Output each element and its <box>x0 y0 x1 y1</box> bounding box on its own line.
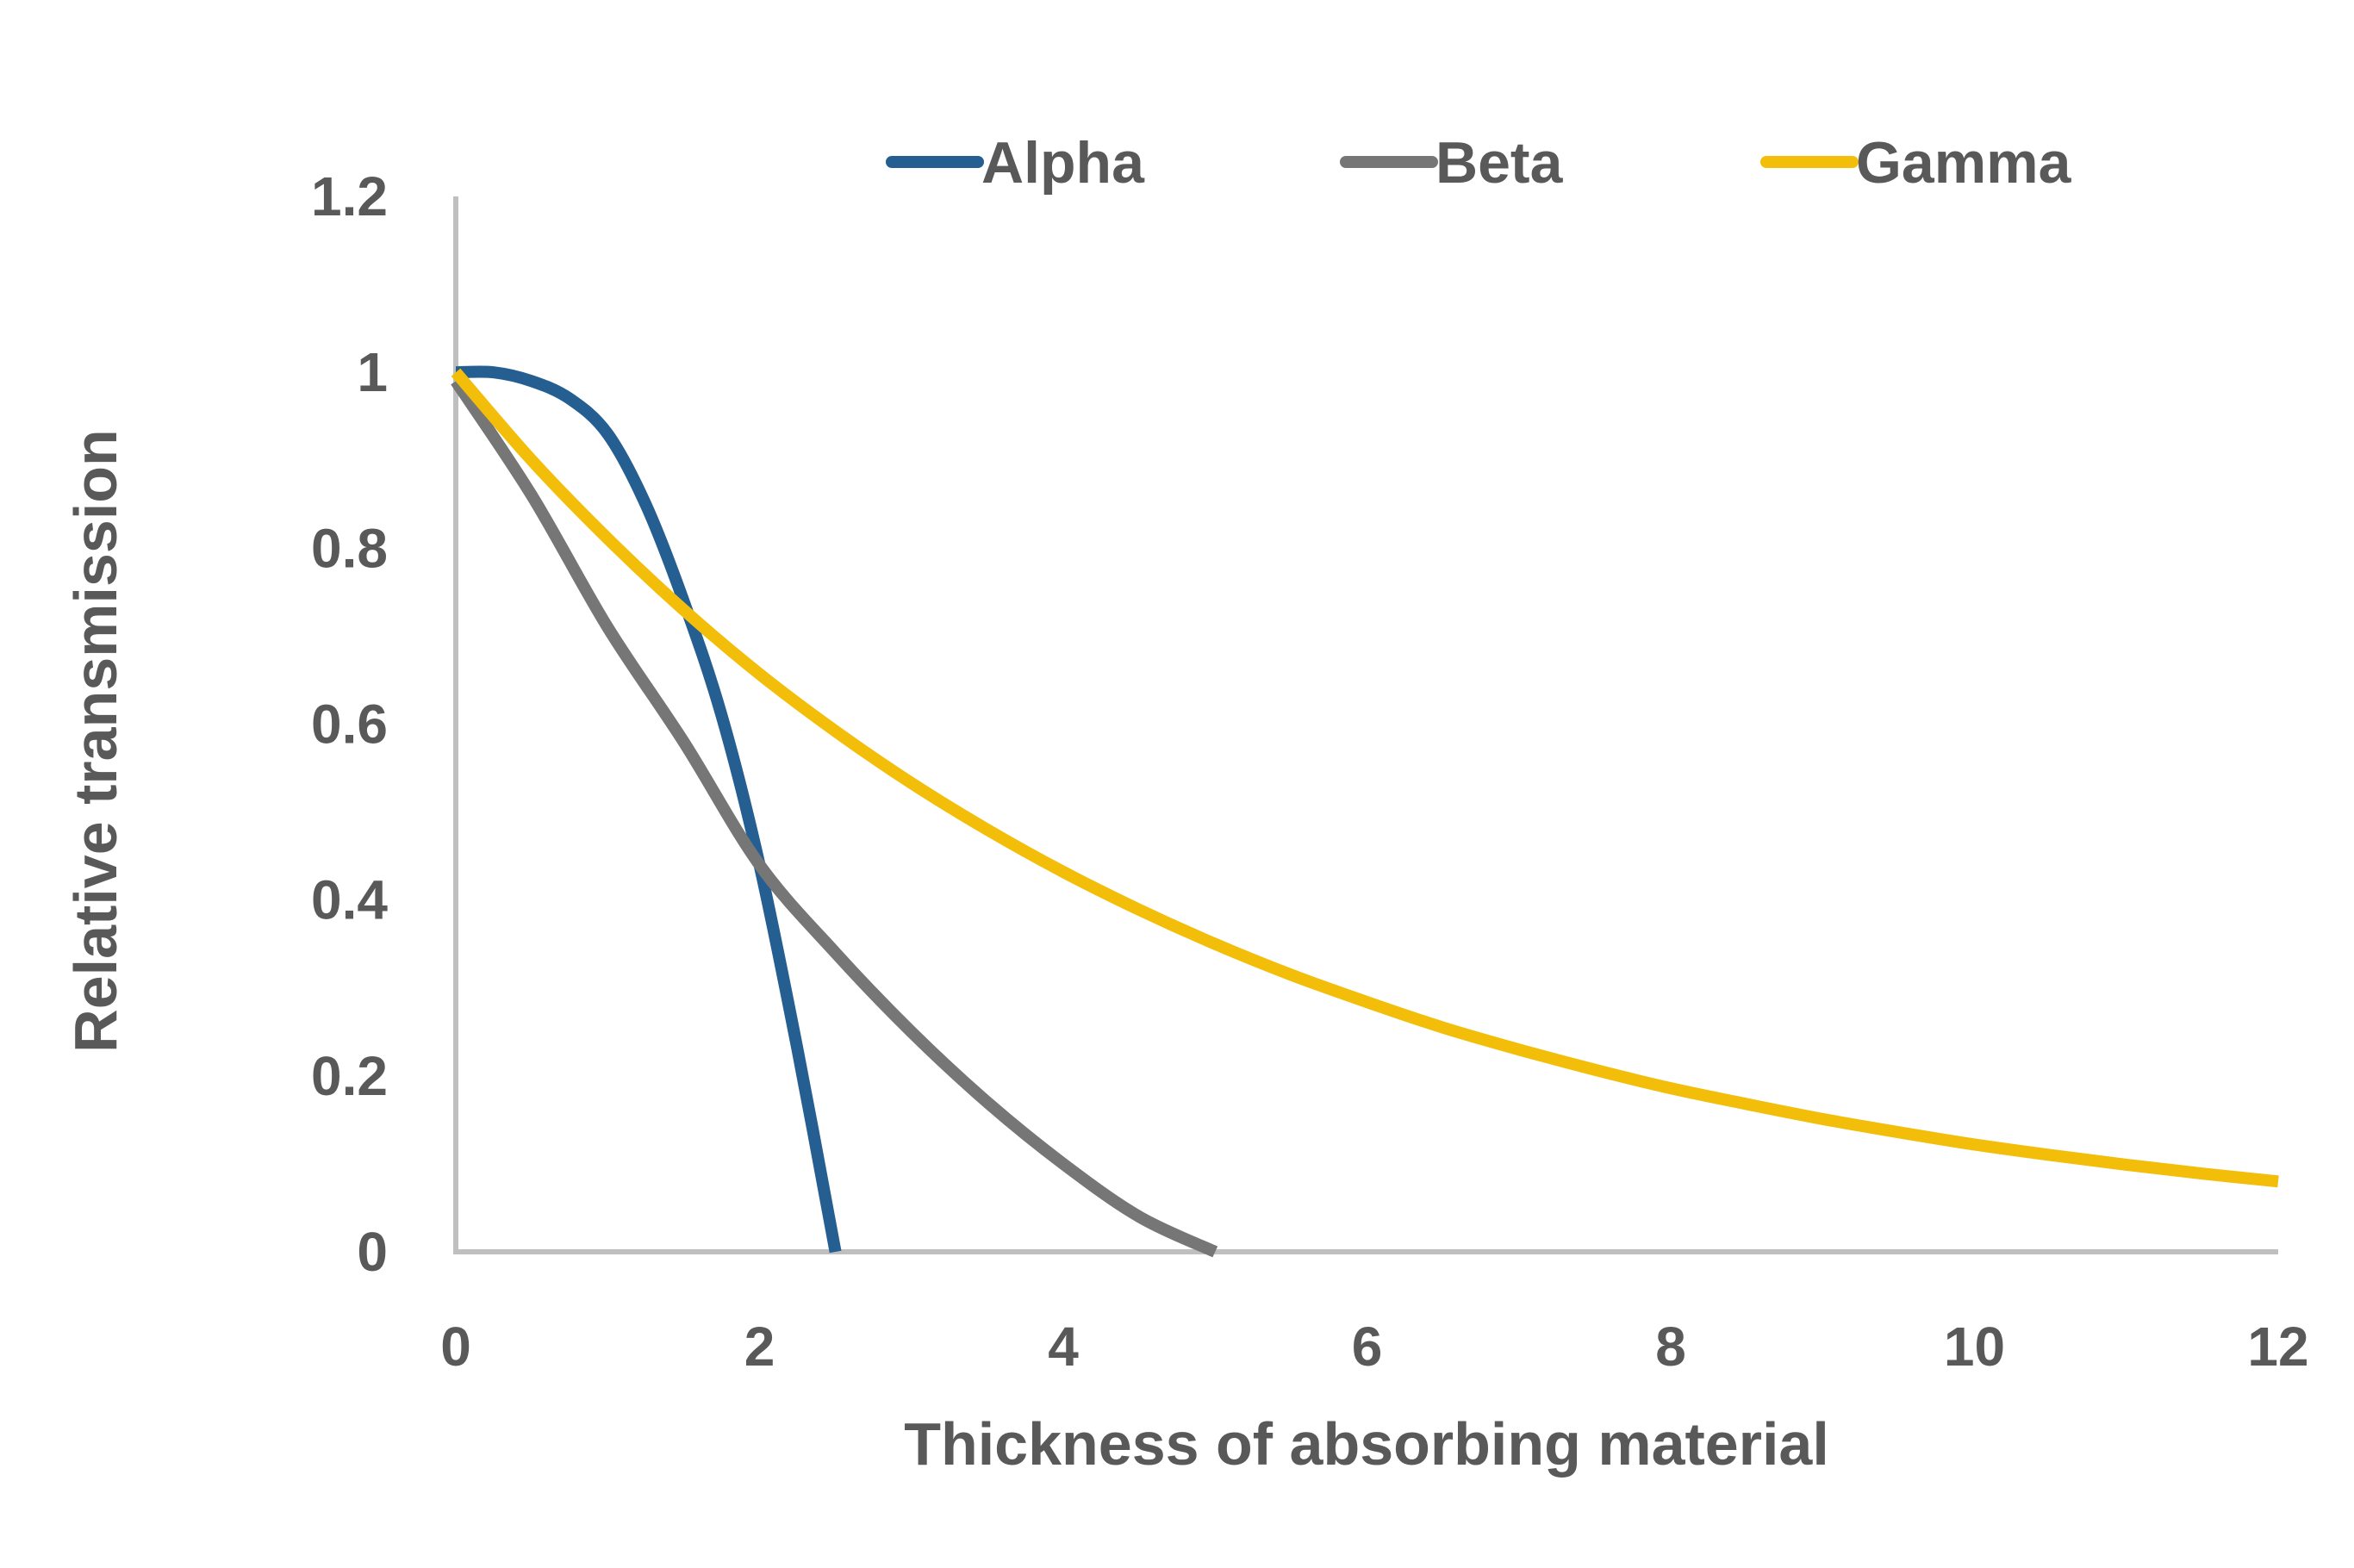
legend-item-gamma: Gamma <box>1760 130 2072 196</box>
y-tick-label: 0.6 <box>311 694 388 756</box>
x-tick-label: 0 <box>440 1316 471 1378</box>
x-tick-label: 6 <box>1352 1316 1383 1378</box>
legend-label: Alpha <box>981 130 1145 196</box>
y-tick-label: 1.2 <box>311 165 388 227</box>
legend-label: Beta <box>1435 130 1564 196</box>
y-tick-label: 0.2 <box>311 1045 388 1107</box>
x-tick-label: 8 <box>1655 1316 1686 1378</box>
series-line-alpha <box>455 365 842 1254</box>
x-tick-label: 2 <box>744 1316 775 1378</box>
y-tick-label: 0.4 <box>311 869 388 931</box>
series-lines <box>451 365 2279 1258</box>
legend-item-beta: Beta <box>1340 130 1564 196</box>
axes: 0 2 4 6 8 10 12 0 0.2 0.4 0.6 0.8 1 1.2 <box>311 165 2309 1378</box>
x-tick-label: 10 <box>1944 1316 2005 1378</box>
series-line-beta <box>451 377 1218 1258</box>
y-tick-label: 0 <box>357 1221 388 1283</box>
y-tick-label: 0.8 <box>311 517 388 579</box>
x-tick-label: 12 <box>2247 1316 2308 1378</box>
legend-item-alpha: Alpha <box>886 130 1145 196</box>
y-axis-label: Relative transmission <box>62 429 129 1053</box>
y-tick-label: 1 <box>357 341 388 403</box>
x-axis-label: Thickness of absorbing material <box>904 1410 1829 1478</box>
x-tick-label: 4 <box>1048 1316 1079 1378</box>
series-line-gamma <box>451 368 2279 1188</box>
legend: Alpha Beta Gamma <box>886 130 2072 196</box>
legend-label: Gamma <box>1856 130 2072 196</box>
